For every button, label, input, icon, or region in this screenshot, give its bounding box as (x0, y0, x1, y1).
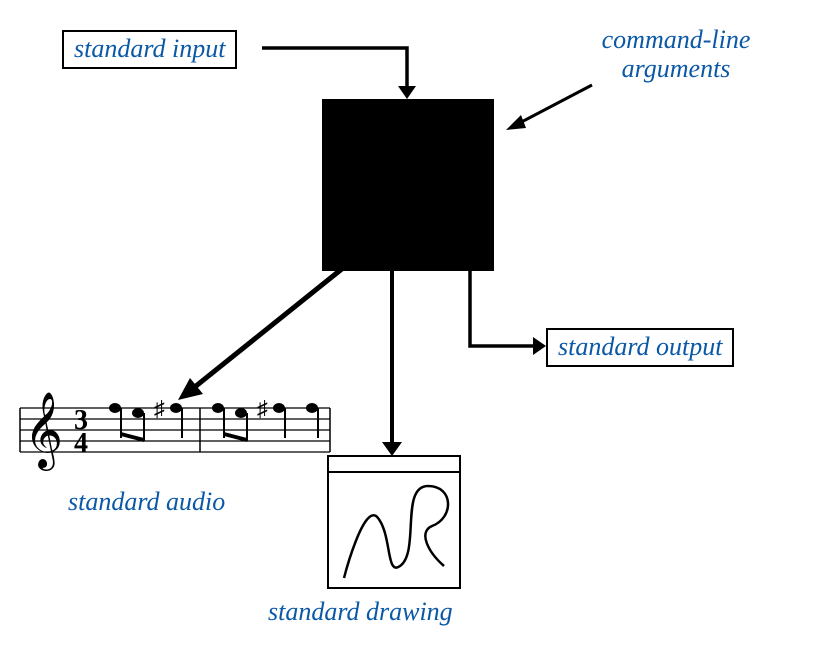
standard-drawing-label-text: standard drawing (268, 597, 453, 626)
drawing-window (328, 456, 460, 588)
arrowhead-cmdline-to-box (506, 115, 526, 130)
standard-output-label-text: standard output (558, 332, 722, 361)
time-signature-bottom: 4 (74, 428, 88, 459)
command-line-arguments-line1: command-line (602, 25, 751, 54)
svg-text:♯: ♯ (257, 396, 268, 421)
treble-clef-icon: 𝄞 (24, 392, 63, 471)
note-group-1: ♯ (109, 396, 182, 442)
arrow-cmdline-to-box (512, 85, 592, 127)
time-signature-top: 3 (74, 405, 88, 436)
diagram-stage: { "canvas": { "width": 838, "height": 65… (0, 0, 838, 654)
standard-input-label-text: standard input (74, 34, 225, 63)
arrow-box-to-output (470, 271, 540, 346)
command-line-arguments-label: command-line arguments (566, 26, 786, 83)
arrow-box-to-audio (186, 264, 348, 394)
standard-audio-label-text: standard audio (68, 487, 225, 516)
arrowhead-box-to-audio (178, 378, 203, 400)
arrowhead-box-to-output (533, 337, 546, 355)
arrowhead-box-to-drawing (382, 442, 402, 456)
standard-audio-label: standard audio (68, 488, 225, 517)
standard-output-label-box: standard output (546, 328, 734, 367)
note-group-2: ♯ (212, 396, 318, 442)
svg-text:♯: ♯ (154, 396, 165, 421)
music-staff: 𝄞 3 4 ♯ ♯ (20, 392, 330, 471)
standard-drawing-label: standard drawing (268, 598, 453, 627)
command-line-arguments-line2: arguments (622, 54, 731, 83)
program-black-box (322, 99, 494, 271)
arrowhead-input-to-box (398, 86, 416, 99)
diagram-svg: 𝄞 3 4 ♯ ♯ (0, 0, 838, 654)
arrow-input-to-box (262, 48, 407, 92)
standard-input-label-box: standard input (62, 30, 237, 69)
drawing-squiggle-icon (344, 486, 448, 578)
